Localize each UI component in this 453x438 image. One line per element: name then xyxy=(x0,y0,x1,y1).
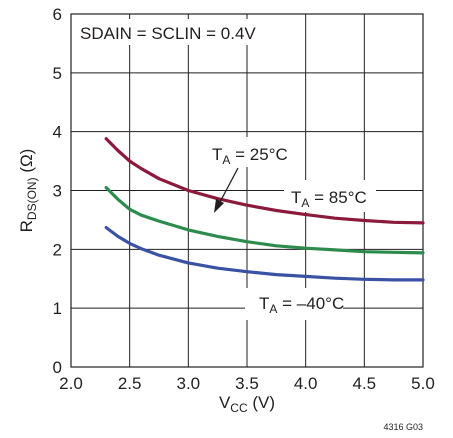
y-tick-label: 5 xyxy=(53,64,62,83)
series-label-85C: TA = 85°C xyxy=(291,188,367,210)
x-tick-label: 4.0 xyxy=(294,374,318,393)
annotation-arrow-shaft xyxy=(218,167,239,205)
y-tick-label: 3 xyxy=(53,182,62,201)
series-lines xyxy=(104,137,425,282)
series-line--40C xyxy=(104,226,425,282)
y-tick-label: 6 xyxy=(53,5,62,24)
plot-frame xyxy=(70,13,424,368)
condition-annotation: SDAIN = SCLIN = 0.4V xyxy=(80,24,256,43)
series-label-25C: TA = 25°C xyxy=(212,145,288,167)
y-tick-label: 1 xyxy=(53,299,62,318)
label-background xyxy=(203,137,293,167)
x-tick-label: 3.5 xyxy=(235,374,259,393)
annotations: SDAIN = SCLIN = 0.4V TA = 85°CTA = 25°C TA… xyxy=(80,24,423,432)
x-tick-label: 5.0 xyxy=(411,374,435,393)
annotation-arrow-head xyxy=(214,199,224,213)
x-tick-label: 2.0 xyxy=(59,374,83,393)
figure-id: 4316 G03 xyxy=(383,422,423,432)
label-background xyxy=(245,288,343,320)
y-axis-label: RDS(ON) (Ω) xyxy=(17,149,39,233)
y-tick-label: 0 xyxy=(53,358,62,377)
x-tick-label: 2.5 xyxy=(118,374,142,393)
x-axis-label: VCC (V) xyxy=(219,393,275,415)
grid xyxy=(70,13,424,368)
tick-labels: 2.0 2.5 3.0 3.5 4.0 4.5 5.0 0 1 2 3 4 5 6 VCC (V) RDS(O… xyxy=(17,5,435,415)
y-tick-label: 4 xyxy=(53,123,62,142)
x-tick-label: 3.0 xyxy=(177,374,201,393)
series-label--40C: TA = –40°C xyxy=(259,294,344,316)
series-line-25C xyxy=(104,186,425,255)
series-line-85C xyxy=(104,137,425,225)
label-background xyxy=(76,19,254,45)
x-tick-label: 4.5 xyxy=(353,374,377,393)
y-tick-label: 2 xyxy=(53,240,62,259)
label-background xyxy=(284,180,376,212)
